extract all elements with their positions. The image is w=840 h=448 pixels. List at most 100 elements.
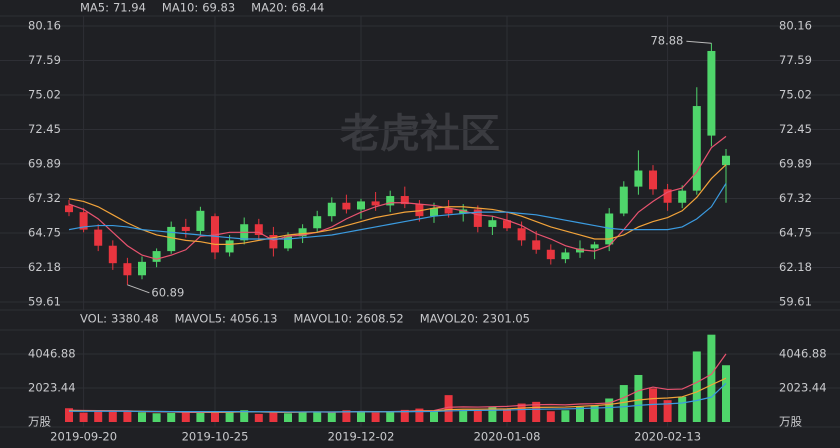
volume-bar [138, 412, 146, 422]
legend-value: 2608.52 [356, 312, 404, 326]
candle-body [619, 186, 628, 214]
candle-body [167, 226, 176, 252]
volume-bar [590, 405, 599, 422]
candle-body [473, 209, 482, 227]
candle-body [284, 236, 292, 249]
candle-body [342, 202, 351, 210]
volume-bar [503, 408, 511, 422]
volume-bar [430, 410, 438, 422]
candle-body [357, 201, 365, 210]
y-tick-label: 59.61 [28, 295, 61, 309]
volume-bar [313, 411, 322, 422]
y2-tick-label: 4046.88 [779, 347, 827, 361]
volume-bar [532, 401, 541, 422]
volume-bar [605, 398, 614, 422]
volume-bar [298, 411, 307, 422]
max-annotation: 78.88 [650, 34, 683, 48]
volume-bar [108, 410, 117, 422]
candle-body [459, 209, 468, 214]
x-tick-label: 2020-01-08 [474, 430, 541, 444]
legend-value: 3380.48 [111, 312, 159, 326]
volume-bar [707, 334, 716, 422]
volume-bar [649, 388, 657, 422]
legend-name: VOL: [80, 312, 107, 326]
candle-body [678, 190, 687, 203]
y2-tick-label: 80.16 [779, 19, 812, 33]
volume-bar [488, 406, 497, 422]
y2-tick-label: 75.02 [779, 88, 812, 102]
candle-body [269, 234, 278, 249]
candle-body [663, 189, 672, 203]
y2-tick-label: 万股 [779, 415, 802, 429]
volume-bar [473, 410, 482, 422]
annotation-line [686, 40, 712, 44]
volume-bar [459, 410, 468, 422]
annotation-line [127, 284, 150, 294]
candle-body [371, 201, 380, 206]
candle-body [181, 226, 190, 231]
y-tick-label: 万股 [28, 415, 51, 429]
candle-body [561, 252, 570, 260]
ma-line [68, 183, 727, 240]
volume-bar [357, 411, 365, 422]
volume-bar [663, 400, 672, 422]
volume-bar [269, 412, 278, 422]
volume-bar [79, 412, 88, 422]
y-tick-label: 69.89 [28, 156, 61, 170]
legend-name: MAVOL10: [294, 312, 353, 326]
x-tick-label: 2020-02-13 [634, 430, 701, 444]
volume-bar [65, 408, 73, 422]
y-tick-label: 62.18 [28, 260, 61, 274]
legend-name: MA10: [162, 1, 198, 15]
candle-body [517, 228, 526, 241]
volume-bar [284, 413, 292, 422]
volume-bar [415, 408, 424, 422]
volume-bar [561, 410, 570, 422]
legend-value: 2301.05 [482, 312, 530, 326]
y-tick-label: 2023.44 [28, 381, 76, 395]
volume-bar [576, 406, 584, 422]
x-tick-label: 2019-09-20 [50, 430, 117, 444]
candle-body [576, 248, 584, 253]
watermark: 老虎社区 [340, 111, 500, 157]
volume-bar [240, 410, 249, 422]
volume-bar [678, 396, 687, 422]
candle-body [722, 155, 730, 166]
candle-body [298, 228, 307, 237]
candle-body [313, 216, 322, 229]
volume-bar [327, 412, 336, 422]
y-tick-label: 77.59 [28, 53, 61, 67]
y-tick-label: 64.75 [28, 225, 61, 239]
candle-body [225, 240, 234, 253]
y2-tick-label: 77.59 [779, 53, 812, 67]
candle-body [94, 229, 103, 246]
candle-body [692, 106, 701, 191]
volume-bar [722, 365, 730, 422]
volume-bar [400, 409, 409, 422]
candle-body [707, 50, 716, 136]
legend-value: 71.94 [113, 1, 146, 15]
candle-body [152, 251, 161, 262]
candle-body [65, 205, 73, 213]
candle-body [488, 220, 497, 227]
volume-bar [692, 351, 701, 422]
legend-value: 4056.13 [230, 312, 278, 326]
volume-bar [225, 411, 234, 422]
volume-bar [371, 412, 380, 422]
legend-value: 68.44 [291, 1, 324, 15]
volume-bar [634, 374, 643, 422]
y-tick-label: 4046.88 [28, 347, 76, 361]
y-tick-label: 72.45 [28, 122, 61, 136]
candle-body [211, 216, 219, 253]
volume-bar [517, 403, 526, 422]
candle-body [532, 240, 541, 250]
candle-body [108, 245, 117, 264]
volume-bar [94, 411, 103, 422]
candle-body [138, 261, 146, 276]
y2-tick-label: 64.75 [779, 225, 812, 239]
candle-body [79, 212, 88, 230]
candle-body [503, 220, 511, 229]
x-tick-label: 2019-12-02 [328, 430, 395, 444]
candle-body [254, 224, 263, 235]
